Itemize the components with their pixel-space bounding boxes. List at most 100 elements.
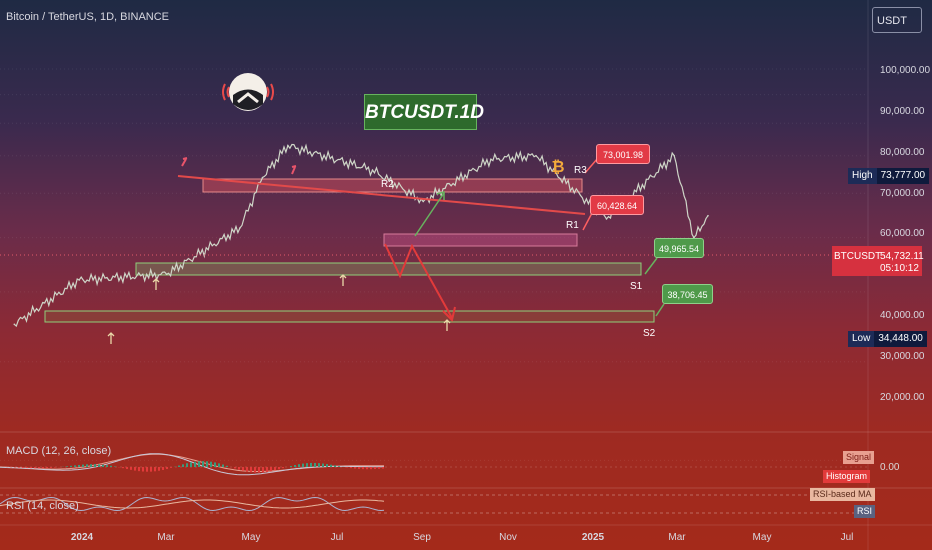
macd-histogram-bar xyxy=(122,467,124,469)
macd-histogram-bar xyxy=(138,467,140,472)
macd-histogram-bar xyxy=(334,465,336,467)
macd-histogram-bar xyxy=(150,467,152,472)
zone-r1 xyxy=(383,233,578,247)
macd-histogram-bar xyxy=(146,467,148,472)
macd-histogram-bar xyxy=(182,464,184,467)
bullish-projection xyxy=(414,192,445,237)
macd-histogram-bar xyxy=(238,467,240,470)
macd-histogram-bar xyxy=(222,464,224,467)
time-tick: Mar xyxy=(157,532,175,543)
bitcoin-icon: ₿ xyxy=(551,158,564,176)
macd-histogram-bar xyxy=(234,467,236,469)
macd-histogram-bar xyxy=(338,466,340,467)
macd-histogram-bar xyxy=(50,467,52,468)
macd-histogram-bar xyxy=(86,464,88,467)
macd-histogram-bar xyxy=(198,461,200,467)
macd-histogram-bar xyxy=(278,467,280,470)
label-r1: R1 xyxy=(566,220,579,231)
macd-histogram-bar xyxy=(190,462,192,467)
macd-histogram-bar xyxy=(314,462,316,467)
label-s1: S1 xyxy=(630,281,643,292)
macd-histogram-bar xyxy=(82,464,84,467)
callout-s2: 38,706.45 xyxy=(662,284,713,304)
macd-histogram-bar xyxy=(54,467,56,468)
macd-histogram-bar xyxy=(130,467,132,470)
macd-histogram-bar xyxy=(142,467,144,472)
macd-histogram-bar xyxy=(254,467,256,473)
legend-rsi-ma: RSI-based MA xyxy=(810,488,875,501)
r2-trendline xyxy=(177,175,586,215)
macd-histogram-bar xyxy=(258,467,260,473)
macd-histogram-bar xyxy=(322,463,324,467)
bearish-arrowhead xyxy=(442,306,456,322)
time-tick: 2024 xyxy=(71,532,94,543)
current-price-label: BTCUSDT 54,732.11 05:10:12 xyxy=(832,246,924,276)
rsi-ma-line xyxy=(0,499,385,509)
macd-histogram-bar xyxy=(102,464,104,467)
data-point xyxy=(13,323,16,326)
macd-histogram-bar xyxy=(74,465,76,467)
projection-paths xyxy=(384,191,456,322)
price-tick: 80,000.00 xyxy=(880,147,925,158)
macd-histogram-bar xyxy=(94,464,96,467)
peak-arrow xyxy=(291,165,297,175)
overlay-symbol-label: BTCUSDT.1D xyxy=(364,94,484,130)
macd-histogram-bar xyxy=(26,467,28,469)
macd-histogram-bar xyxy=(22,467,24,468)
macd-histogram-bar xyxy=(382,467,384,469)
macd-histogram-bar xyxy=(226,465,228,467)
label-r2: R2 xyxy=(381,179,394,190)
time-tick: Jul xyxy=(331,532,344,543)
callout-s1: 49,965.54 xyxy=(654,238,704,258)
time-tick: Sep xyxy=(413,532,431,543)
price-tick: 70,000.00 xyxy=(880,188,925,199)
currency-selector[interactable]: USDT xyxy=(872,7,922,33)
macd-histogram-bar xyxy=(90,464,92,467)
macd-histogram-bar xyxy=(298,464,300,467)
macd-indicator-label[interactable]: MACD (12, 26, close) xyxy=(6,445,112,457)
macd-histogram-bar xyxy=(266,467,268,472)
rsi-pane xyxy=(0,496,385,512)
up-arrow xyxy=(152,278,160,290)
data-point xyxy=(605,218,608,220)
time-tick: Mar xyxy=(668,532,686,543)
macd-histogram-bar xyxy=(14,467,16,468)
macd-histogram-bar xyxy=(358,467,360,469)
symbol-title[interactable]: Bitcoin / TetherUS, 1D, BINANCE xyxy=(6,11,170,23)
price-tick: 20,000.00 xyxy=(880,392,925,403)
legend-histogram: Histogram xyxy=(823,470,871,483)
macd-histogram-bar xyxy=(330,464,332,467)
macd-histogram-bar xyxy=(350,467,352,469)
callout-r1: 60,428.64 xyxy=(590,195,644,215)
data-point xyxy=(673,154,675,157)
macd-histogram-bar xyxy=(158,467,160,471)
legend-rsi: RSI xyxy=(854,505,876,518)
macd-histogram-bar xyxy=(42,467,44,469)
data-point xyxy=(707,214,709,217)
high-price-label: High 73,777.00 xyxy=(848,168,930,184)
data-point xyxy=(261,176,264,179)
macd-histogram-bar xyxy=(30,467,32,469)
macd-histogram-bar xyxy=(134,467,136,471)
macd-histogram-bar xyxy=(302,463,304,467)
macd-histogram-bar xyxy=(210,461,212,467)
macd-histogram-bar xyxy=(346,467,348,468)
macd-histogram-bar xyxy=(242,467,244,471)
time-tick: Nov xyxy=(499,532,517,543)
bullish-arrowhead xyxy=(436,191,445,200)
macd-histogram-bar xyxy=(202,461,204,467)
zone-s2 xyxy=(44,310,655,323)
macd-histogram-bar xyxy=(162,467,164,470)
macd-histogram-bar xyxy=(306,463,308,467)
bearish-projection xyxy=(384,243,453,319)
zone-s1 xyxy=(135,262,642,276)
macd-histogram-bar xyxy=(218,463,220,467)
macd-histogram-bar xyxy=(194,461,196,467)
data-point xyxy=(287,144,289,147)
rsi-indicator-label[interactable]: RSI (14, close) xyxy=(6,500,79,512)
price-tick: 90,000.00 xyxy=(880,106,925,117)
up-arrow xyxy=(443,319,451,331)
macd-histogram-bar xyxy=(294,465,296,467)
